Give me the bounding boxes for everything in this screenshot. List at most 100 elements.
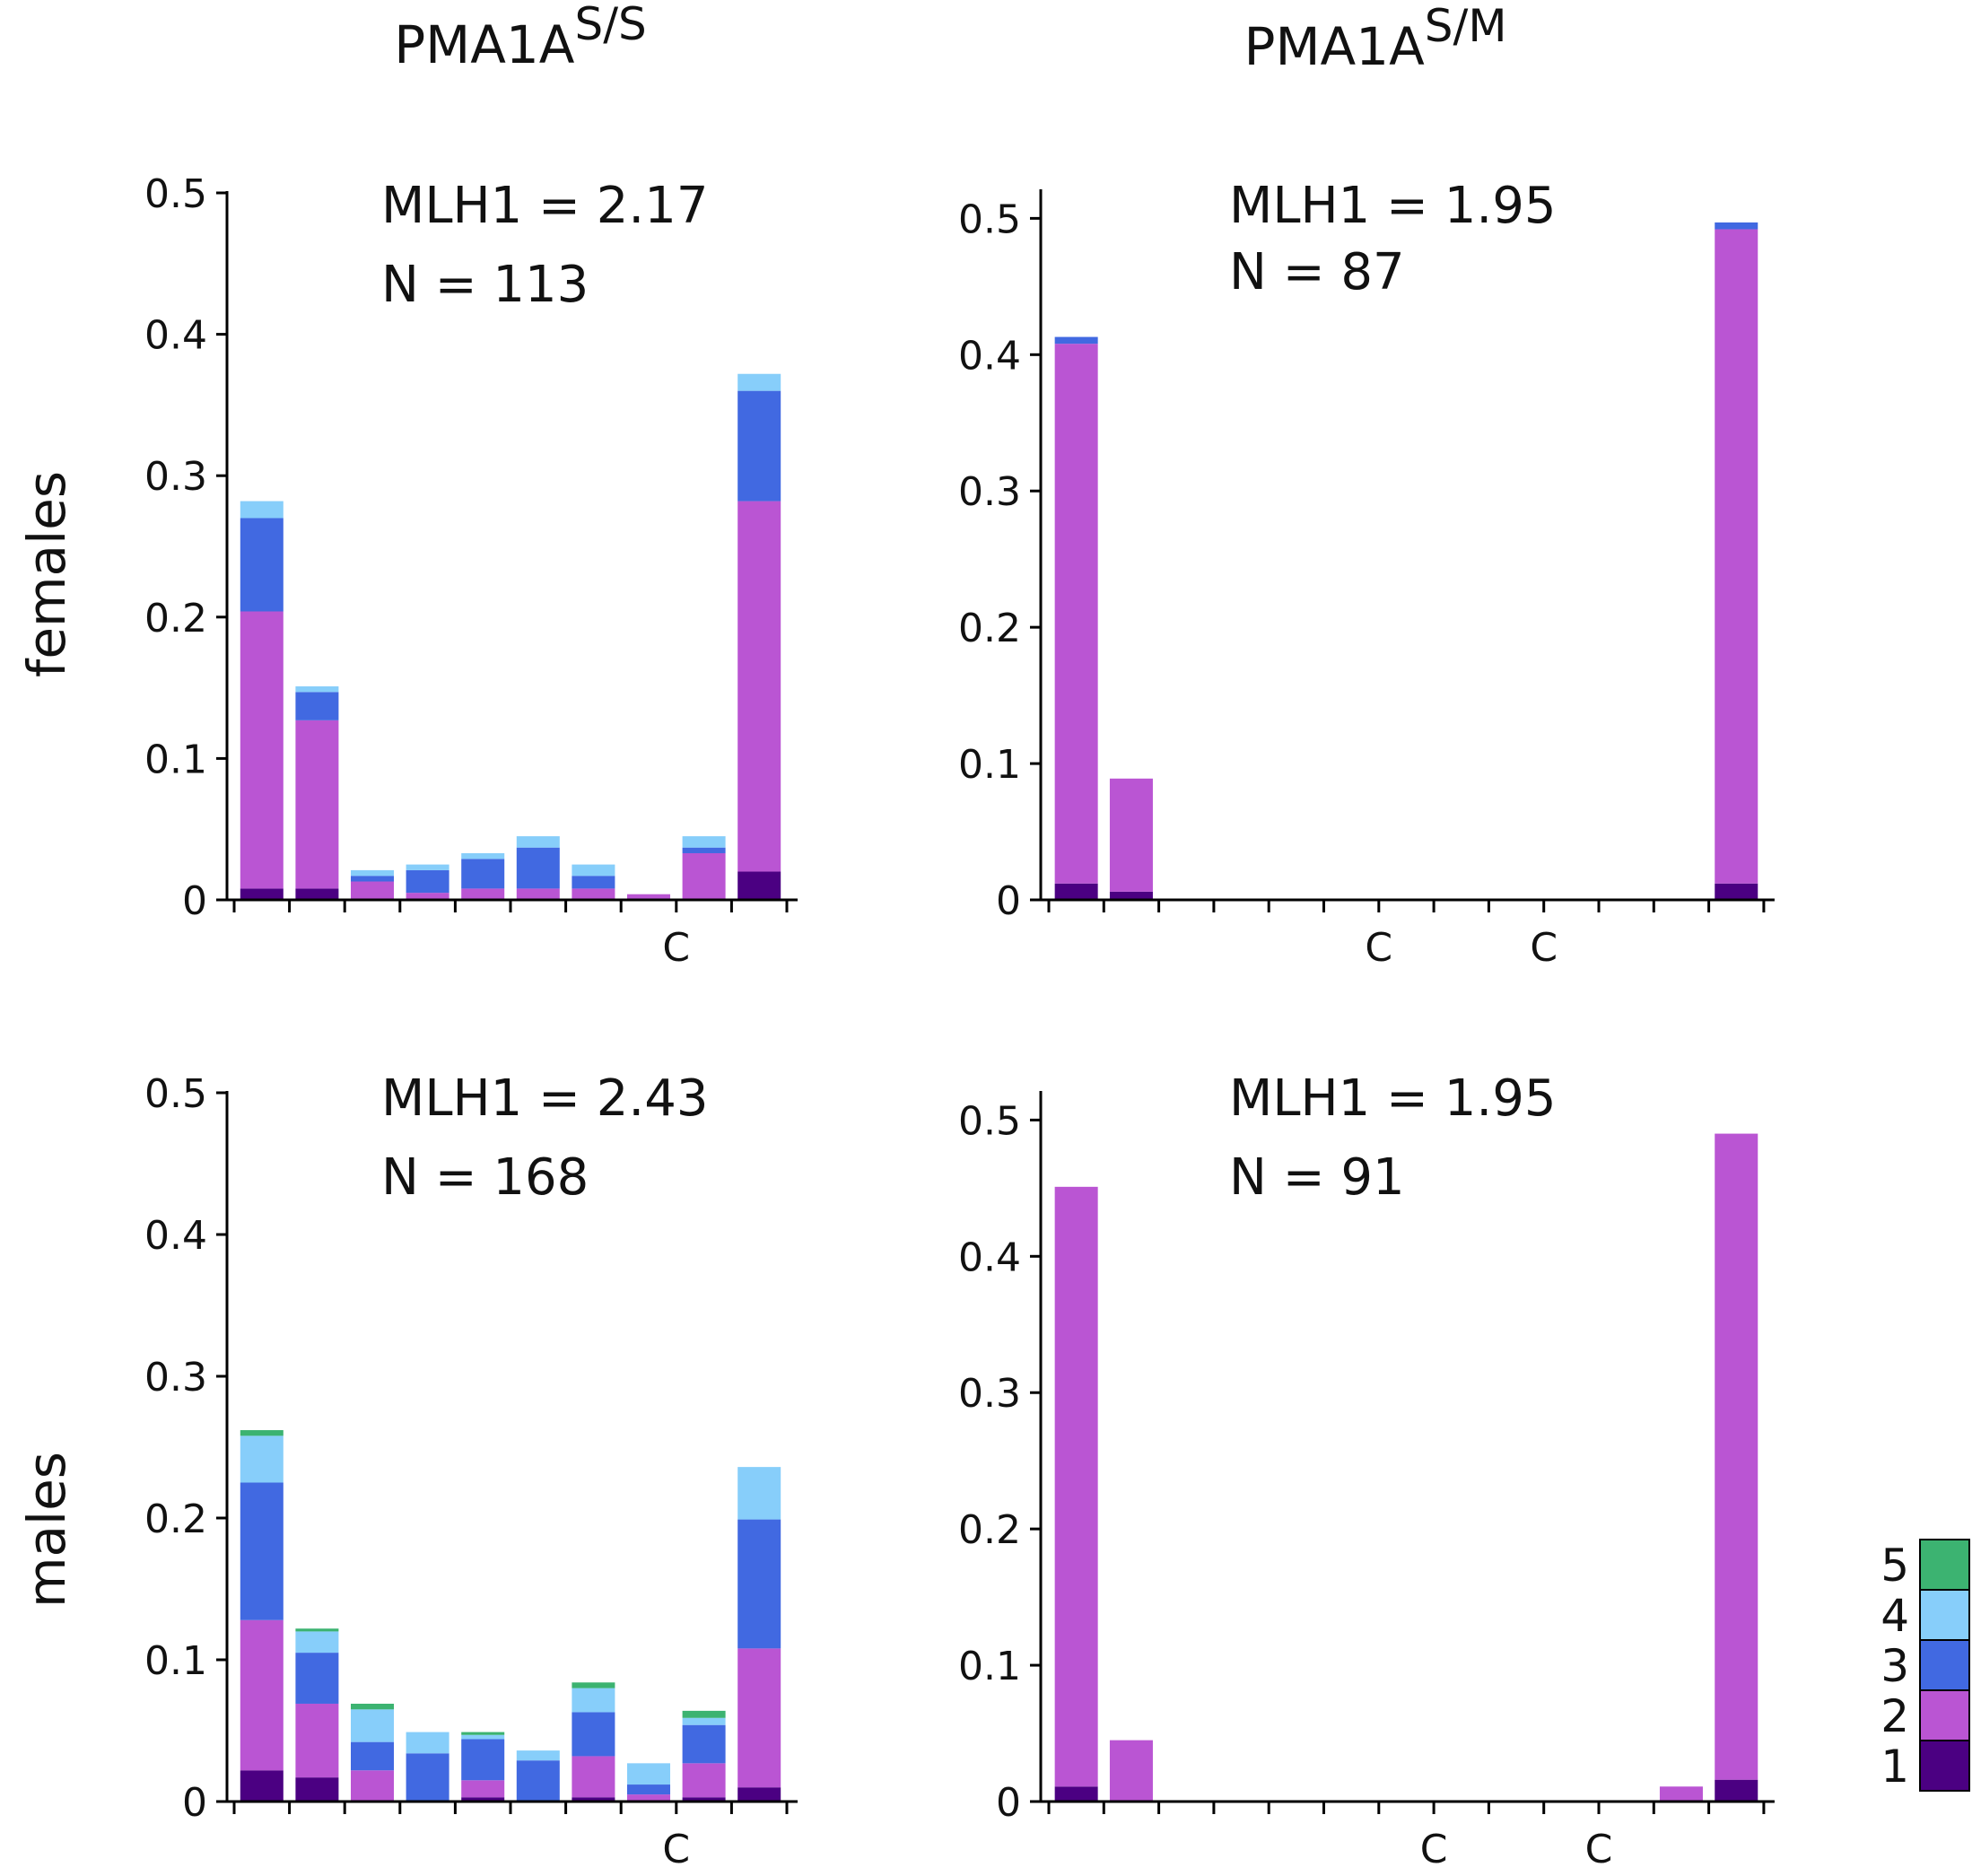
x-tick-label-c: C xyxy=(1585,1827,1613,1872)
bar-segment-series-4 xyxy=(351,869,394,877)
bar-segment-series-3 xyxy=(682,847,726,853)
bar-segment-series-3 xyxy=(406,1753,449,1802)
bar-segment-series-1 xyxy=(240,888,284,900)
col-title-right-base: PMA1A xyxy=(1244,16,1425,77)
bar-segment-series-4 xyxy=(516,836,560,848)
legend-label-2: 2 xyxy=(1881,1690,1909,1742)
y-tick-label: 0.3 xyxy=(144,1355,207,1400)
annotation-mlh1: MLH1 = 1.95 xyxy=(1229,1069,1556,1128)
bar-segment-series-3 xyxy=(737,390,781,502)
bar-segment-series-3 xyxy=(572,876,615,889)
bar-segment-series-2 xyxy=(295,720,339,889)
bar-segment-series-4 xyxy=(406,1732,449,1754)
bar-segment-series-2 xyxy=(240,1619,284,1771)
x-tick-label-c: C xyxy=(662,1827,690,1872)
bar-segment-series-1 xyxy=(240,1770,284,1802)
panel-males-sm: 0 0.1 0.2 0.3 0.4 0.5 C C MLH1 = 1.95 N = 91 xyxy=(958,1069,1775,1872)
y-tick-label: 0 xyxy=(182,1780,207,1826)
bar-segment-series-3 xyxy=(461,1739,505,1781)
y-tick-label: 0.2 xyxy=(958,606,1021,651)
legend-swatch-5 xyxy=(1919,1539,1970,1591)
y-tick-label: 0.4 xyxy=(144,313,207,359)
y-tick-label: 0.1 xyxy=(958,742,1021,788)
bar-segment-series-2 xyxy=(461,888,505,900)
bar-segment-series-3 xyxy=(737,1519,781,1649)
col-title-right-sup: S/M xyxy=(1425,0,1507,52)
bar-segment-series-2 xyxy=(1715,1133,1758,1780)
bar-segment-series-2 xyxy=(1109,778,1153,892)
y-tick-label: 0.5 xyxy=(958,1098,1021,1144)
panel-females-sm: 0 0.1 0.2 0.3 0.4 0.5 C C MLH1 = 1.95 N = 87 xyxy=(958,177,1775,971)
bar-segment-series-2 xyxy=(572,1756,615,1798)
y-tick-label: 0 xyxy=(182,878,207,924)
annotation-mlh1: MLH1 = 1.95 xyxy=(1229,177,1556,235)
bar-segment-series-3 xyxy=(240,1482,284,1620)
y-tick-label: 0.5 xyxy=(144,171,207,217)
panel-females-ss: 0 0.1 0.2 0.3 0.4 0.5 C MLH1 = 2.17 N = 113 xyxy=(144,171,798,971)
bar-segment-series-3 xyxy=(572,1712,615,1757)
col-title-left: PMA1AS/S xyxy=(394,0,647,75)
bar-segment-series-3 xyxy=(627,1784,670,1795)
bar-segment-series-2 xyxy=(1659,1786,1703,1802)
annotation-n: N = 87 xyxy=(1229,243,1405,301)
y-tick-label: 0.5 xyxy=(144,1071,207,1117)
bar-segment-series-5 xyxy=(572,1682,615,1688)
bar-segment-series-2 xyxy=(1715,229,1758,884)
y-tick-label: 0.2 xyxy=(144,596,207,641)
bar-segment-series-4 xyxy=(682,1717,726,1725)
legend-label-3: 3 xyxy=(1881,1640,1909,1692)
bar-segment-series-4 xyxy=(295,686,339,693)
bar-segment-series-3 xyxy=(516,847,560,889)
y-tick-label: 0.4 xyxy=(144,1213,207,1259)
bar-segment-series-4 xyxy=(295,1631,339,1653)
legend-swatch-4 xyxy=(1919,1589,1970,1641)
bar-segment-series-4 xyxy=(240,501,284,519)
legend-swatch-1 xyxy=(1919,1740,1970,1792)
svg-text:PMA1AS/M: PMA1AS/M xyxy=(1244,0,1506,77)
col-title-left-base: PMA1A xyxy=(394,14,575,75)
y-tick-label: 0.2 xyxy=(144,1496,207,1542)
annotation-n: N = 113 xyxy=(381,256,589,314)
bar-segment-series-5 xyxy=(461,1732,505,1735)
bar-segment-series-4 xyxy=(516,1750,560,1761)
bar-segment-series-5 xyxy=(682,1710,726,1718)
bar-segment-series-3 xyxy=(682,1724,726,1764)
legend-swatch-3 xyxy=(1919,1639,1970,1691)
bar-segment-series-3 xyxy=(516,1760,560,1802)
bar-segment-series-4 xyxy=(351,1709,394,1742)
x-tick-label-c: C xyxy=(1365,925,1392,971)
bar-segment-series-1 xyxy=(572,1797,615,1802)
bar-segment-series-3 xyxy=(1715,222,1758,230)
bar-segment-series-4 xyxy=(461,1734,505,1740)
bar-segment-series-1 xyxy=(737,871,781,900)
bar-segment-series-5 xyxy=(240,1430,284,1436)
annotation-mlh1: MLH1 = 2.17 xyxy=(381,177,708,235)
bar-segment-series-2 xyxy=(682,1763,726,1798)
bar-segment-series-1 xyxy=(295,1777,339,1802)
svg-text:PMA1AS/S: PMA1AS/S xyxy=(394,0,647,75)
bar-segment-series-4 xyxy=(240,1435,284,1483)
row-label-males: males xyxy=(16,1452,77,1608)
x-tick-label-c: C xyxy=(1530,925,1558,971)
y-tick-label: 0.3 xyxy=(958,469,1021,515)
panel-males-ss: 0 0.1 0.2 0.3 0.4 0.5 C MLH1 = 2.43 N = 168 xyxy=(144,1069,798,1872)
bar-segment-series-2 xyxy=(1054,1186,1098,1787)
bar-segment-series-2 xyxy=(737,1648,781,1788)
bar-segment-series-1 xyxy=(1715,883,1758,900)
legend-label-5: 5 xyxy=(1881,1540,1909,1592)
bar-segment-series-2 xyxy=(406,893,449,900)
y-tick-label: 0.3 xyxy=(144,454,207,500)
y-tick-label: 0.1 xyxy=(958,1644,1021,1689)
bar-segment-series-2 xyxy=(461,1780,505,1798)
bar-segment-series-4 xyxy=(627,1763,670,1785)
legend-swatch-2 xyxy=(1919,1689,1970,1741)
x-tick-label-c: C xyxy=(1420,1827,1448,1872)
annotation-mlh1: MLH1 = 2.43 xyxy=(381,1069,708,1128)
bar-segment-series-3 xyxy=(461,859,505,889)
bar-segment-series-4 xyxy=(572,1688,615,1713)
bar-segment-series-2 xyxy=(627,894,670,900)
bar-segment-series-3 xyxy=(240,518,284,612)
legend-label-1: 1 xyxy=(1881,1741,1909,1793)
